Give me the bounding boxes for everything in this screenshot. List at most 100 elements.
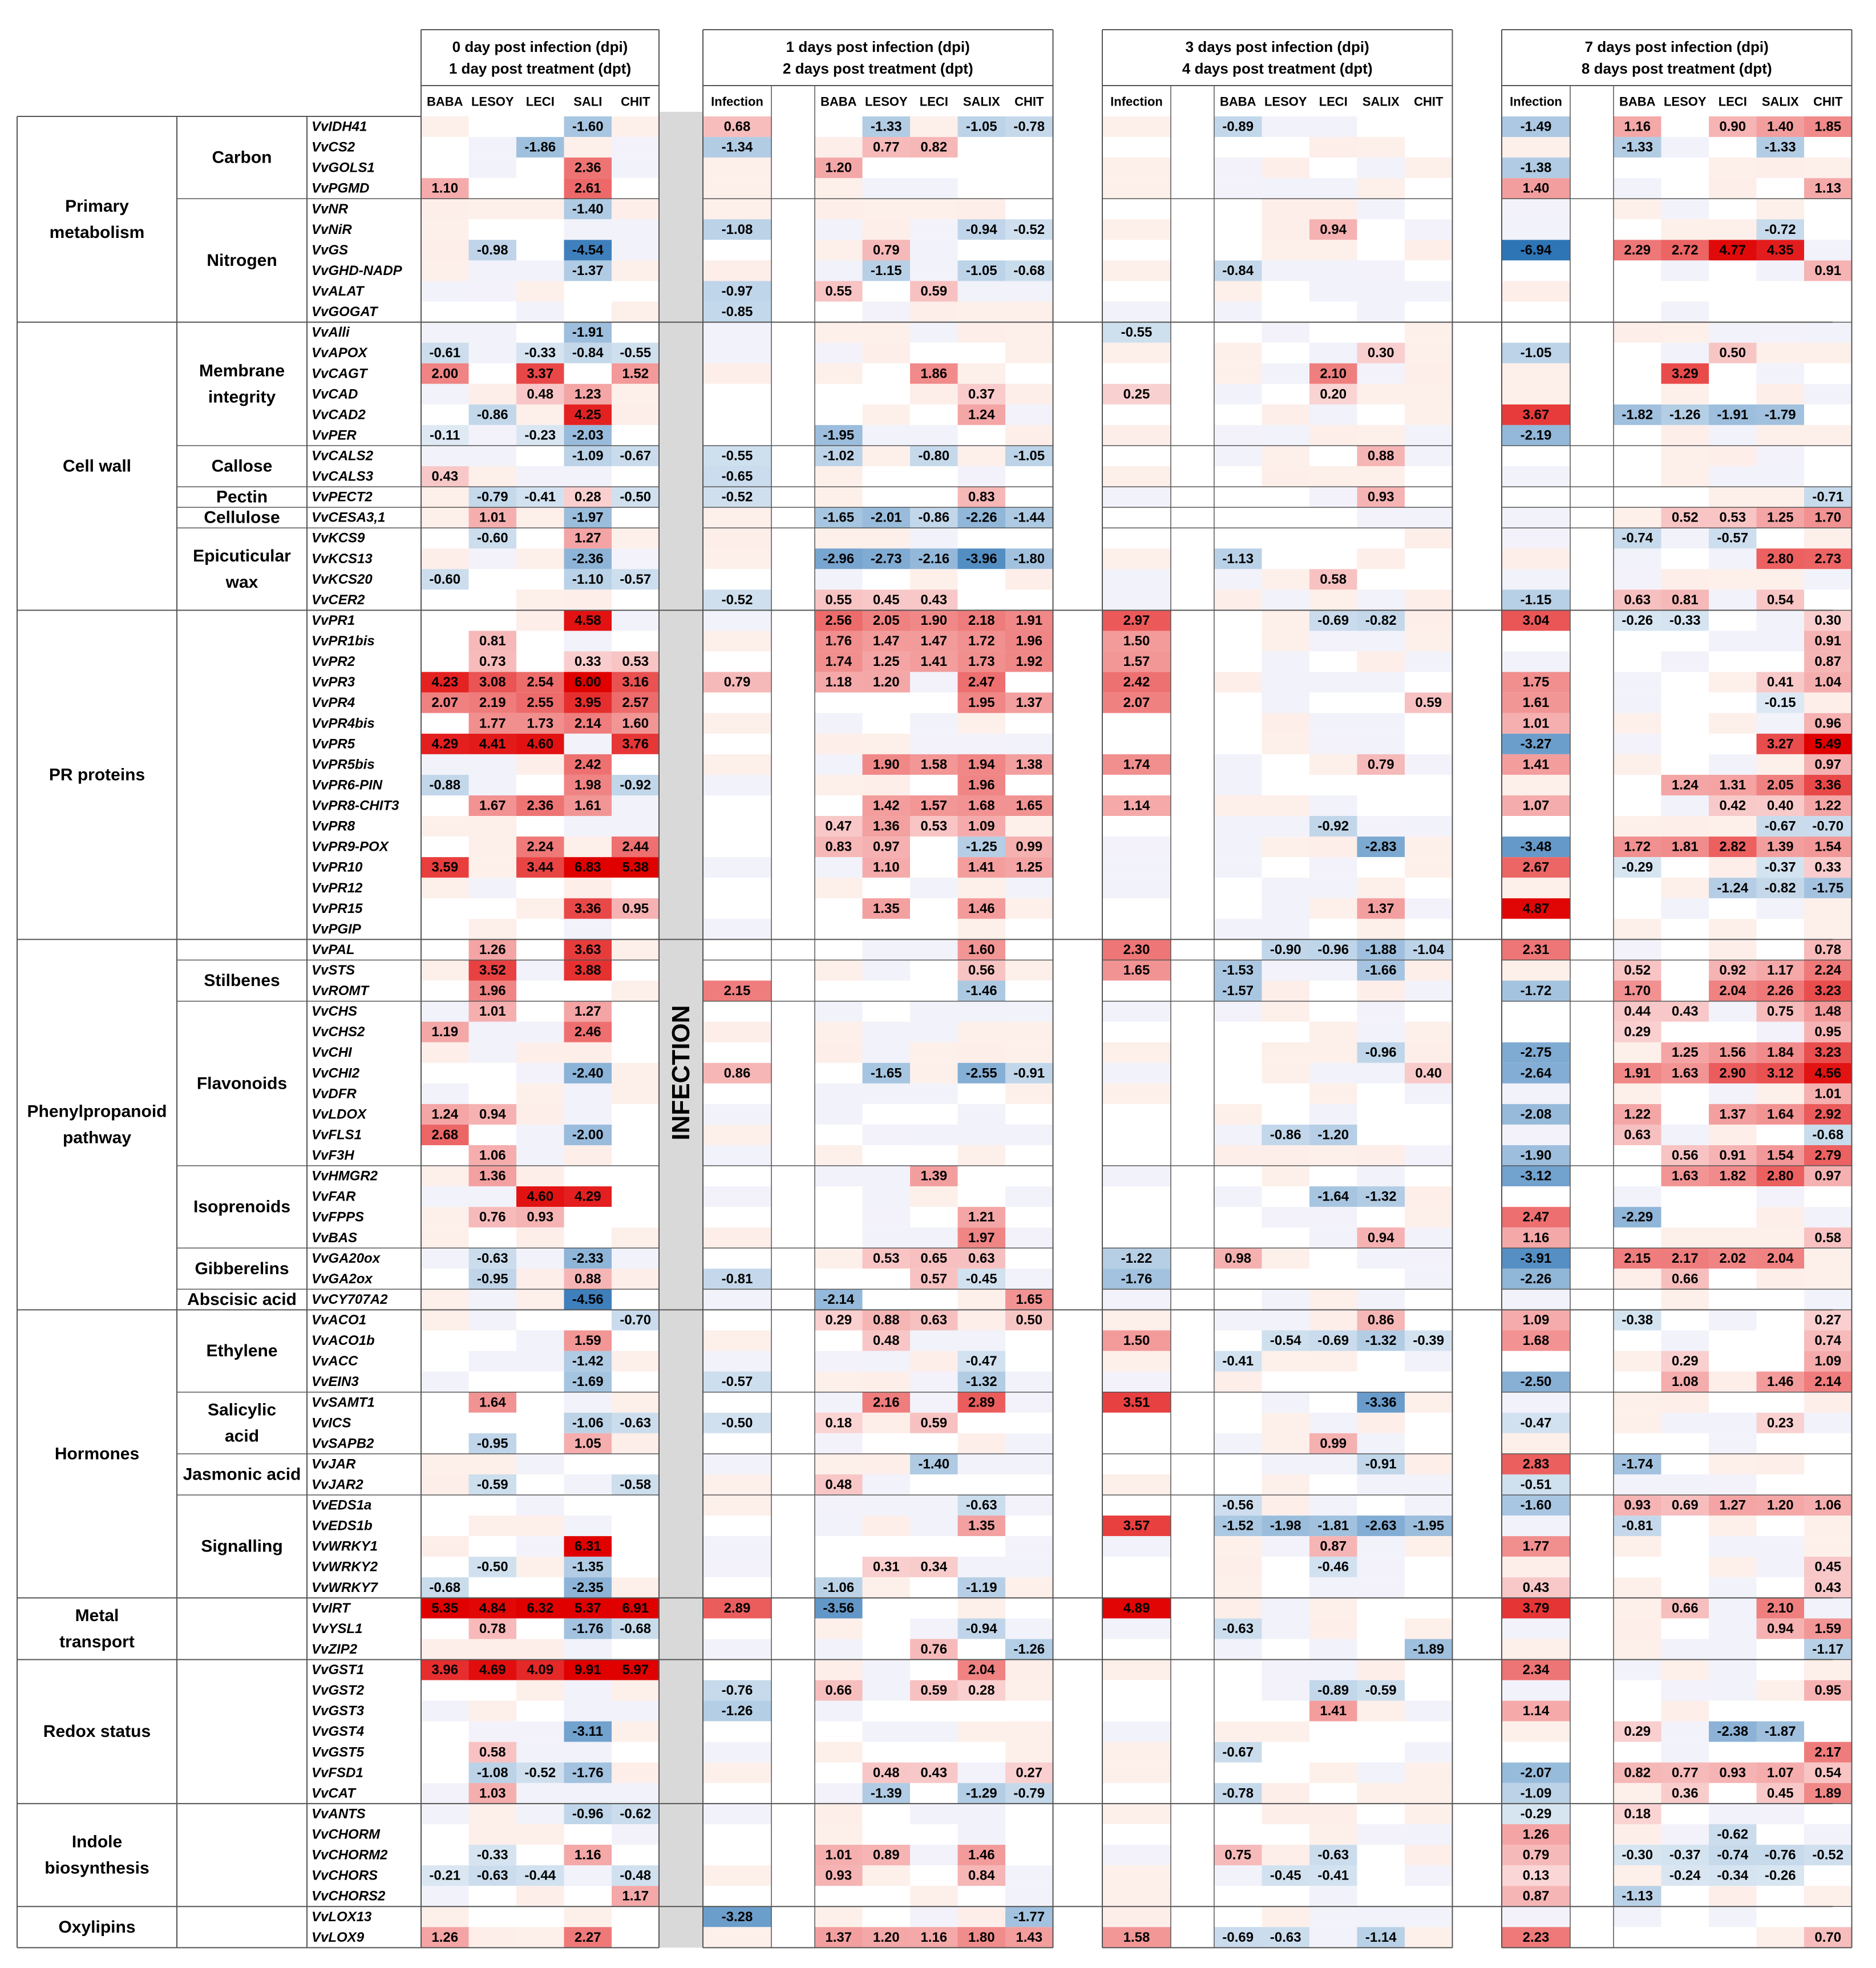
heatmap-cell xyxy=(1405,301,1453,322)
heatmap-cell xyxy=(1709,363,1757,384)
heatmap-cell xyxy=(1756,178,1804,199)
heatmap-cell xyxy=(1804,1124,1852,1145)
infection-cell xyxy=(1102,528,1171,549)
heatmap-cell xyxy=(1357,1021,1405,1042)
cell-value: 0.86 xyxy=(1368,1312,1394,1328)
cell-value: -2.00 xyxy=(572,1127,604,1142)
cell-value: 1.58 xyxy=(920,757,947,772)
heatmap-cell xyxy=(910,713,958,734)
heatmap-cell xyxy=(1262,1598,1309,1619)
heatmap-cell xyxy=(1005,939,1053,960)
heatmap-cell xyxy=(862,342,910,363)
heatmap-cell xyxy=(1262,199,1309,220)
heatmap-cell xyxy=(1309,1495,1357,1516)
gene-label: VvHMGR2 xyxy=(312,1169,378,1184)
cell-value: -1.95 xyxy=(1413,1518,1444,1534)
heatmap-cell xyxy=(910,692,958,713)
infection-cell xyxy=(703,1351,771,1372)
cell-value: -0.60 xyxy=(429,572,460,587)
cell-value: 6.00 xyxy=(575,674,601,690)
heatmap-cell xyxy=(1756,857,1804,878)
cell-value: -0.37 xyxy=(1669,1848,1701,1863)
heatmap-cell xyxy=(1005,240,1053,261)
heatmap-cell xyxy=(1005,898,1053,919)
heatmap-cell xyxy=(862,1886,910,1907)
heatmap-cell xyxy=(1005,1845,1053,1866)
heatmap-cell xyxy=(612,1927,660,1948)
heatmap-cell xyxy=(1804,383,1852,405)
heatmap-cell xyxy=(1214,1845,1262,1866)
cell-value: 0.58 xyxy=(1814,1230,1841,1246)
heatmap-cell xyxy=(1214,404,1262,425)
heatmap-cell xyxy=(468,733,516,754)
heatmap-cell xyxy=(862,1845,910,1866)
cell-value: 0.88 xyxy=(1368,448,1394,463)
heatmap-cell xyxy=(516,1927,564,1948)
cell-value: 1.96 xyxy=(968,777,995,793)
heatmap-cell xyxy=(612,1062,660,1084)
heatmap-cell xyxy=(1614,569,1661,590)
heatmap-cell xyxy=(1661,919,1709,940)
heatmap-cell xyxy=(910,425,958,446)
infection-cell xyxy=(703,754,771,775)
infection-cell xyxy=(703,1598,771,1619)
gene-label: VvFAR xyxy=(312,1189,356,1205)
heatmap-cell xyxy=(421,1783,469,1804)
infection-cell xyxy=(703,1845,771,1866)
heatmap-cell xyxy=(1005,1124,1053,1145)
cell-value: -0.33 xyxy=(1669,613,1701,628)
cell-value: -1.46 xyxy=(966,983,997,999)
gene-label: VvNiR xyxy=(312,222,352,237)
heatmap-cell xyxy=(1005,1166,1053,1187)
heatmap-cell xyxy=(1709,342,1757,363)
heatmap-cell xyxy=(1709,1659,1757,1680)
heatmap-cell xyxy=(957,260,1005,281)
heatmap-cell xyxy=(1661,1392,1709,1413)
heatmap-cell xyxy=(957,240,1005,261)
heatmap-cell xyxy=(1709,1453,1757,1474)
cell-value: -0.50 xyxy=(477,1559,508,1575)
heatmap-cell xyxy=(468,1762,516,1783)
heatmap-cell xyxy=(1309,1639,1357,1660)
heatmap-cell xyxy=(468,466,516,487)
cell-value: 0.63 xyxy=(1624,1127,1651,1142)
heatmap-cell xyxy=(1005,1062,1053,1084)
heatmap-cell xyxy=(957,1392,1005,1413)
heatmap-cell xyxy=(516,1145,564,1166)
heatmap-cell xyxy=(1756,1598,1804,1619)
heatmap-cell xyxy=(910,1557,958,1578)
infection-cell xyxy=(1102,816,1171,837)
heatmap-cell xyxy=(862,1598,910,1619)
heatmap-cell xyxy=(468,1207,516,1228)
cell-value: 2.10 xyxy=(1320,366,1347,381)
heatmap-cell xyxy=(1309,466,1357,487)
heatmap-cell xyxy=(910,795,958,817)
infection-value: 1.74 xyxy=(1123,757,1150,772)
heatmap-cell xyxy=(1214,1207,1262,1228)
gene-label: VvAPOX xyxy=(312,345,368,361)
heatmap-cell xyxy=(815,1042,863,1063)
infection-value: -3.28 xyxy=(722,1909,753,1925)
heatmap-cell xyxy=(516,1700,564,1722)
heatmap-cell xyxy=(1709,1618,1757,1639)
cell-value: -1.82 xyxy=(1622,407,1653,422)
infection-cell xyxy=(1502,692,1570,713)
heatmap-cell xyxy=(815,1598,863,1619)
infection-cell xyxy=(1502,1062,1570,1084)
heatmap-cell xyxy=(564,1536,612,1557)
infection-cell xyxy=(1502,1145,1570,1166)
heatmap-cell xyxy=(1405,178,1453,199)
cell-value: 0.99 xyxy=(1320,1436,1347,1451)
heatmap-cell xyxy=(1405,1083,1453,1104)
cell-value: 0.29 xyxy=(825,1312,852,1328)
heatmap-cell xyxy=(468,569,516,590)
cell-value: -1.05 xyxy=(966,263,997,278)
heatmap-cell xyxy=(1661,1227,1709,1248)
cell-value: 0.93 xyxy=(527,1210,553,1225)
infection-value: -0.51 xyxy=(1521,1477,1552,1492)
cell-value: -1.80 xyxy=(1013,551,1045,567)
heatmap-cell xyxy=(1756,1433,1804,1454)
heatmap-cell xyxy=(957,1783,1005,1804)
heatmap-cell xyxy=(1756,1865,1804,1886)
infection-cell xyxy=(703,1680,771,1701)
